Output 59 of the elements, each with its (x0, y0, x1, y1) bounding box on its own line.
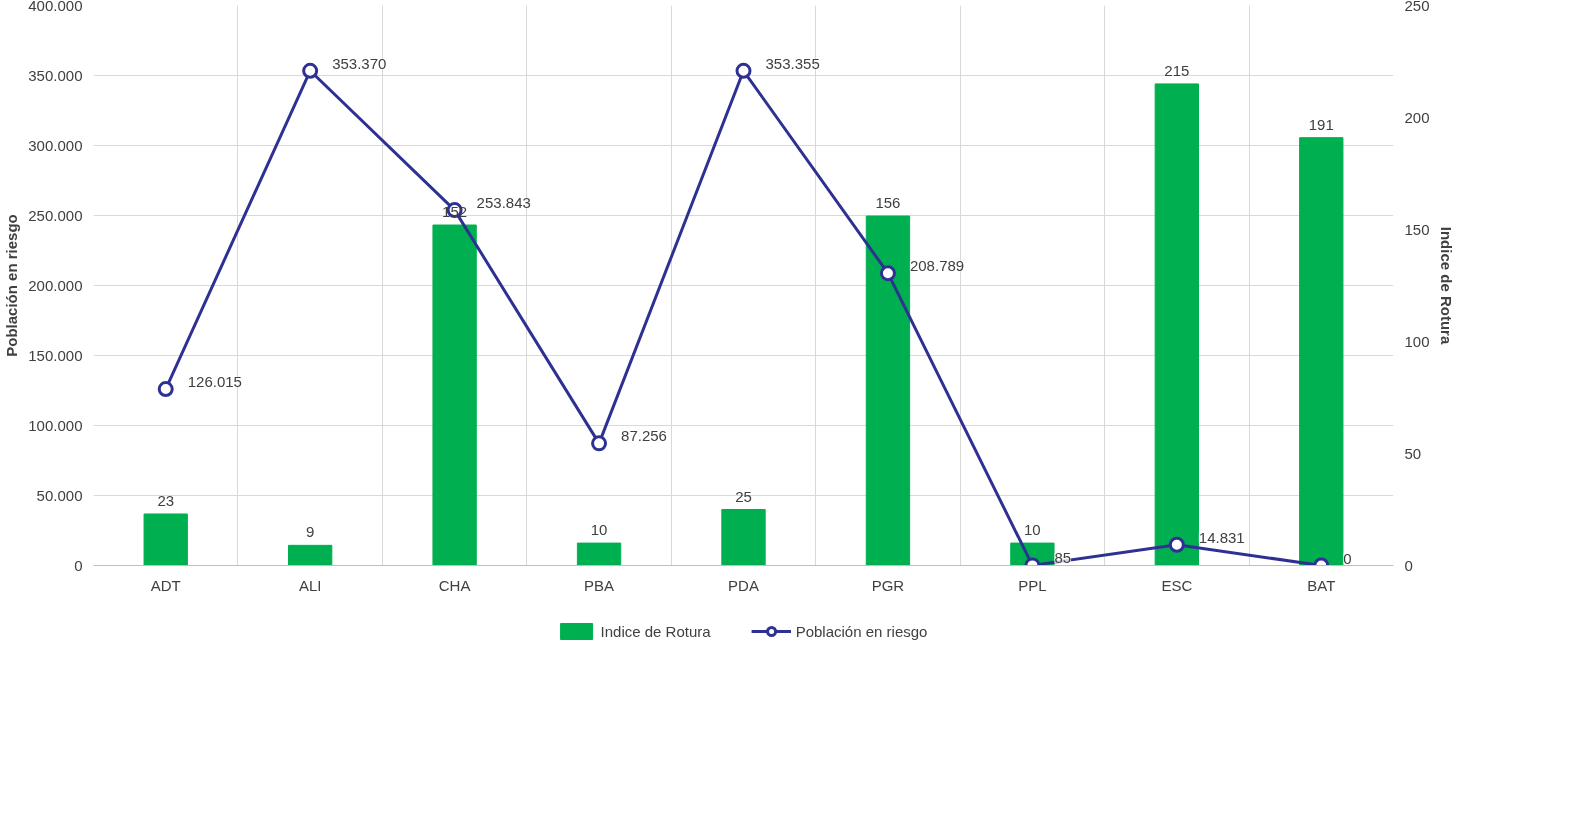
y2-tick-label: 0 (1404, 556, 1413, 574)
x-tick-label: ADT (150, 576, 181, 594)
point (157, 381, 174, 398)
y-tick-label: 400.000 (28, 0, 83, 14)
y-tick-label: 100.000 (28, 416, 83, 434)
y2-axis-title: Indice de Rotura (1437, 226, 1455, 345)
data-label: 215 (1164, 61, 1190, 79)
y-tick-label: 0 (74, 556, 83, 574)
y2-tick-label: 250 (1404, 0, 1430, 14)
bar (721, 509, 766, 566)
data-label: 191 (1308, 115, 1334, 133)
bar (1154, 83, 1199, 566)
data-label: 10 (590, 521, 608, 539)
legend-label: Indice de Rotura (600, 622, 711, 640)
y-tick-label: 150.000 (28, 346, 83, 364)
bar (576, 542, 622, 566)
point (302, 62, 319, 79)
y2-tick-label: 200 (1404, 108, 1430, 126)
bar (432, 224, 477, 566)
x-tick-label: PDA (728, 576, 759, 594)
x-tick-label: CHA (438, 576, 471, 594)
bar (288, 544, 333, 566)
data-label: 14.831 (1198, 528, 1245, 546)
bar (1299, 137, 1344, 566)
y2-tick-label: 100 (1404, 332, 1430, 350)
x-tick-label: ALI (298, 576, 322, 594)
data-label: 353.355 (765, 54, 820, 72)
y2-tick-label: 150 (1404, 220, 1430, 238)
point (591, 435, 608, 452)
data-label: 85 (1054, 549, 1072, 567)
y-tick-label: 350.000 (28, 66, 83, 84)
x-tick-label: ESC (1161, 576, 1193, 594)
data-label: 253.843 (476, 194, 531, 212)
y-axis-title: Población en riesgo (3, 214, 21, 357)
y2-tick-label: 50 (1404, 444, 1422, 462)
y-tick-label: 50.000 (36, 486, 83, 504)
data-label: 87.256 (621, 427, 667, 445)
bar (865, 215, 911, 566)
y-tick-label: 300.000 (28, 136, 83, 154)
point (879, 265, 896, 282)
x-tick-label: PPL (1018, 576, 1047, 594)
data-label: 353.370 (332, 54, 387, 72)
data-label: 156 (875, 194, 901, 212)
bar (143, 513, 188, 566)
legend-label: Población en riesgo (795, 622, 928, 640)
point (735, 62, 752, 79)
x-tick-label: PBA (584, 576, 615, 594)
y-tick-label: 200.000 (28, 276, 83, 294)
data-label: 0 (1343, 549, 1352, 567)
data-label: 23 (157, 491, 175, 509)
x-tick-label: BAT (1307, 576, 1336, 594)
y-tick-label: 250.000 (28, 206, 83, 224)
x-tick-label: PGR (871, 576, 905, 594)
data-label: 25 (735, 487, 752, 505)
data-label: 9 (306, 523, 315, 541)
data-label: 126.015 (187, 373, 242, 391)
data-label: 208.789 (909, 257, 965, 275)
data-label: 10 (1024, 521, 1041, 539)
point (1168, 536, 1185, 553)
